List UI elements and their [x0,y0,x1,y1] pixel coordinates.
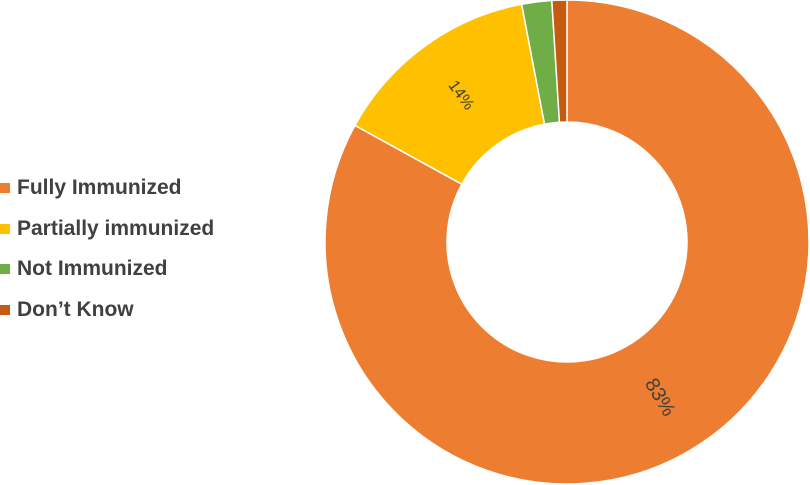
legend-swatch-fully-immunized [0,183,10,194]
legend-swatch-not-immunized [0,264,10,275]
legend-item-not-immunized: Not Immunized [0,249,214,290]
legend-item-dont-know: Don’t Know [0,290,214,331]
chart-legend: Fully Immunized Partially immunized Not … [0,168,214,330]
legend-label-not-immunized: Not Immunized [17,257,168,281]
slice-fully-immunized [324,0,810,485]
legend-item-fully-immunized: Fully Immunized [0,168,214,209]
legend-swatch-partially-immunized [0,223,10,234]
legend-swatch-dont-know [0,304,10,315]
slice-partially-immunized [353,3,546,186]
legend-label-fully-immunized: Fully Immunized [17,176,182,200]
donut-slices [324,0,810,485]
legend-item-partially-immunized: Partially immunized [0,209,214,250]
slice-don-t-know [551,0,568,124]
legend-label-partially-immunized: Partially immunized [17,216,215,240]
legend-label-dont-know: Don’t Know [17,297,134,321]
